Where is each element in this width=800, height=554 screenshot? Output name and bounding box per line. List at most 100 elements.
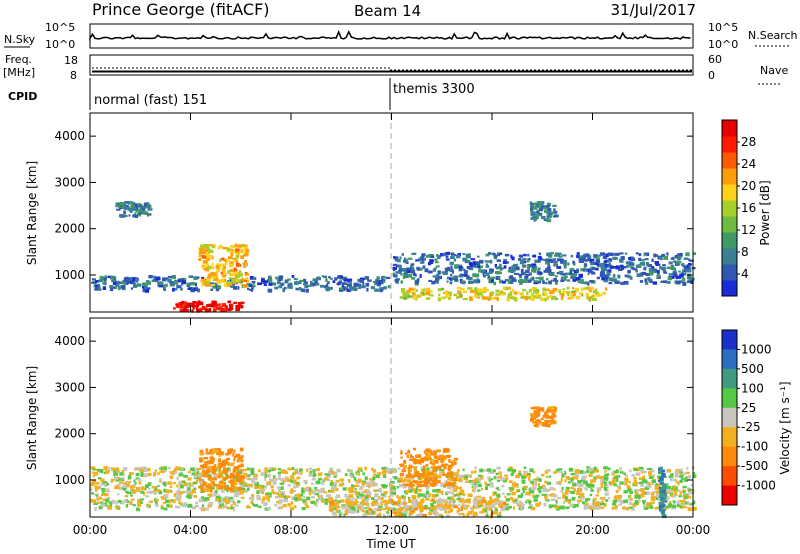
velocity-panel-cell bbox=[432, 482, 437, 485]
velocity-panel-cell bbox=[212, 471, 216, 475]
power-panel-cell bbox=[323, 275, 327, 279]
velocity-panel-cell bbox=[396, 485, 399, 489]
velocity-panel-cell bbox=[201, 486, 206, 491]
velocity-panel-cell bbox=[531, 506, 536, 511]
velocity-panel-cell bbox=[607, 496, 610, 500]
velocity-panel-cell bbox=[101, 487, 106, 492]
velocity-panel-cell bbox=[226, 457, 231, 461]
power-panel-cell bbox=[212, 275, 215, 279]
velocity-panel-cell bbox=[459, 512, 465, 515]
power-panel-cell bbox=[93, 284, 96, 288]
power-panel-cell bbox=[473, 287, 478, 292]
velocity-panel-cell bbox=[335, 479, 340, 483]
velocity-panel-cell bbox=[675, 489, 681, 492]
velocity-panel-cell bbox=[302, 499, 305, 503]
velocity-panel-cell bbox=[209, 489, 213, 493]
power-panel-cell bbox=[535, 216, 538, 221]
velocity-panel-cell bbox=[310, 489, 314, 493]
power-panel-cell bbox=[685, 252, 690, 257]
velocity-panel-cell bbox=[447, 510, 451, 514]
power-panel-cell bbox=[488, 279, 494, 284]
power-panel-cell bbox=[244, 277, 249, 280]
power-cbar-swatch bbox=[722, 136, 737, 153]
velocity-panel-cell bbox=[371, 484, 375, 487]
power-panel-cell bbox=[235, 278, 238, 283]
velocity-panel-cell bbox=[415, 459, 420, 462]
power-panel-cell bbox=[563, 275, 568, 278]
power-panel-cell bbox=[516, 291, 520, 294]
power-panel-cell bbox=[600, 262, 605, 266]
power-panel-cell bbox=[682, 272, 687, 276]
power-panel-cell bbox=[131, 207, 137, 211]
velocity-panel-cell bbox=[640, 484, 644, 487]
velocity-panel-cell bbox=[193, 474, 197, 478]
velocity-panel-cell bbox=[437, 501, 443, 505]
velocity-panel-cell bbox=[242, 482, 247, 486]
power-panel-cell bbox=[201, 283, 205, 287]
velocity-panel-cell bbox=[438, 497, 442, 500]
power-panel-cell bbox=[514, 291, 517, 296]
power-panel-cell bbox=[425, 291, 431, 296]
power-panel-cell bbox=[385, 276, 390, 280]
velocity-panel-cell bbox=[261, 498, 265, 502]
power-panel-cell bbox=[411, 271, 414, 274]
velocity-panel-cell bbox=[446, 514, 451, 517]
velocity-panel-cell bbox=[509, 497, 514, 500]
velocity-panel-cell bbox=[240, 487, 246, 491]
power-panel-cell bbox=[530, 294, 534, 299]
velocity-panel-cell bbox=[390, 507, 394, 511]
power-panel-cell bbox=[163, 287, 166, 291]
power-panel-cell bbox=[584, 259, 589, 262]
velocity-panel-cell bbox=[662, 510, 665, 514]
velocity-panel-cell bbox=[659, 477, 664, 481]
velocity-panel-cell bbox=[494, 508, 498, 512]
velocity-panel-cell bbox=[260, 485, 265, 488]
velocity-panel-cell bbox=[473, 486, 477, 490]
power-panel-cell bbox=[203, 248, 209, 253]
power-panel-cell bbox=[473, 279, 478, 283]
velocity-panel-cell bbox=[101, 493, 106, 497]
velocity-panel-cell bbox=[484, 505, 489, 508]
velocity-panel-cell bbox=[633, 477, 637, 479]
velocity-panel-cell bbox=[467, 493, 473, 497]
velocity-panel-cell bbox=[429, 472, 434, 475]
velocity-panel-cell bbox=[221, 478, 224, 483]
power-panel-cell bbox=[652, 281, 657, 285]
velocity-panel-cell bbox=[416, 460, 421, 465]
velocity-panel-cell bbox=[443, 465, 447, 470]
velocity-panel-cell bbox=[646, 467, 652, 470]
velocity-panel-cell bbox=[402, 466, 406, 471]
power-panel-cell bbox=[148, 275, 153, 279]
power-panel-cell bbox=[224, 283, 228, 287]
velocity-panel-cell bbox=[264, 485, 267, 489]
velocity-panel-cell bbox=[604, 483, 607, 486]
power-panel-cell bbox=[208, 308, 212, 312]
velocity-panel-cell bbox=[437, 480, 441, 484]
velocity-panel-cell bbox=[625, 478, 629, 483]
velocity-panel-cell bbox=[592, 478, 597, 483]
power-panel-cell bbox=[397, 259, 401, 263]
velocity-panel-cell bbox=[499, 500, 504, 503]
velocity-panel-cell bbox=[564, 498, 570, 503]
power-panel-cell bbox=[690, 280, 694, 284]
velocity-panel-cell bbox=[98, 505, 103, 510]
power-panel-cell bbox=[554, 297, 559, 300]
velocity-panel-cell bbox=[204, 497, 210, 500]
velocity-panel-cell bbox=[228, 480, 234, 483]
velocity-panel-cell bbox=[194, 490, 196, 494]
velocity-panel-cell bbox=[687, 507, 692, 512]
velocity-panel-cell bbox=[115, 500, 118, 505]
velocity-panel-cell bbox=[666, 505, 671, 508]
velocity-panel-cell bbox=[110, 479, 113, 483]
power-panel-cell bbox=[583, 263, 588, 267]
velocity-panel-cell bbox=[452, 502, 456, 507]
power-panel-cell bbox=[321, 275, 324, 278]
power-panel-cell bbox=[197, 300, 201, 303]
velocity-panel-cell bbox=[669, 489, 672, 493]
power-panel-cell bbox=[596, 256, 600, 261]
velocity-panel-cell bbox=[504, 507, 509, 511]
power-panel-cell bbox=[589, 258, 595, 262]
velocity-panel-cell bbox=[208, 502, 214, 506]
power-panel-cell bbox=[587, 272, 590, 275]
velocity-panel-cell bbox=[426, 473, 431, 478]
